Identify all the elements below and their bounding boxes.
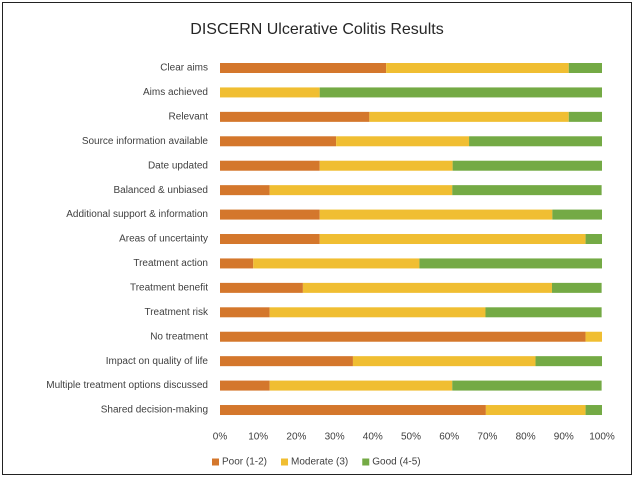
bar-segment (220, 209, 320, 220)
bar-segment (452, 185, 602, 196)
y-tick-label: Additional support & information (66, 209, 208, 220)
chart-title: DISCERN Ulcerative Colitis Results (190, 21, 443, 38)
y-tick-label: Treatment risk (144, 307, 209, 318)
legend-label: Poor (1-2) (222, 457, 267, 468)
bar-segment (319, 209, 553, 220)
bar-segment (220, 331, 586, 342)
y-tick-label: Clear aims (160, 63, 208, 74)
legend-swatch (362, 458, 370, 466)
bar-segment (319, 234, 586, 245)
bar-segment (552, 209, 602, 220)
bar-segment (585, 405, 602, 416)
bar-segment (220, 111, 370, 122)
bar-segment (419, 258, 602, 269)
bar-segment (220, 356, 353, 367)
x-tick-label: 70% (477, 432, 497, 443)
y-tick-label: Multiple treatment options discussed (46, 380, 208, 391)
legend-swatch (281, 458, 289, 466)
y-tick-label: Source information available (82, 136, 209, 147)
legend-label: Good (4-5) (372, 457, 420, 468)
bar-segment (269, 307, 486, 318)
bar-segment (302, 282, 552, 293)
bar-segment (485, 405, 586, 416)
y-tick-label: Treatment action (133, 258, 208, 269)
bar-segment (220, 185, 270, 196)
x-tick-label: 80% (516, 432, 536, 443)
x-tick-label: 90% (554, 432, 574, 443)
bar-segment (269, 185, 453, 196)
bar-segment (585, 331, 602, 342)
bar-segment (220, 234, 320, 245)
bar-segment (535, 356, 602, 367)
bar-segment (319, 160, 453, 171)
bar-segment (386, 63, 569, 73)
bar-segment (220, 258, 254, 269)
bar-segment (220, 405, 486, 416)
y-tick-label: Aims achieved (143, 87, 208, 98)
bar-segment (585, 234, 602, 245)
bar-segment (452, 160, 602, 171)
x-tick-label: 50% (401, 432, 421, 443)
bar-segment (369, 111, 569, 122)
x-tick-label: 0% (213, 432, 228, 443)
legend-swatch (212, 458, 219, 466)
legend-label: Moderate (3) (291, 457, 348, 468)
bar-segment (220, 307, 270, 318)
x-tick-label: 20% (286, 432, 306, 443)
bar-segment (336, 136, 470, 147)
x-tick-label: 10% (248, 432, 268, 443)
bar-segment (220, 282, 303, 293)
bar-segment (220, 87, 320, 98)
bar-segment (269, 380, 453, 391)
y-tick-label: Shared decision-making (101, 405, 208, 416)
y-tick-label: Treatment benefit (130, 283, 208, 294)
bar-segment (485, 307, 602, 318)
bar-segment (568, 63, 602, 73)
y-tick-label: Relevant (169, 112, 209, 123)
x-tick-label: 40% (363, 432, 383, 443)
bar-segment (253, 258, 420, 269)
bar-segment (551, 282, 602, 293)
y-tick-label: Date updated (148, 160, 208, 171)
y-tick-label: Impact on quality of life (106, 356, 209, 367)
y-tick-label: Balanced & unbiased (113, 185, 208, 196)
bar-segment (220, 160, 320, 171)
y-tick-label: No treatment (150, 331, 208, 342)
x-tick-label: 30% (325, 432, 345, 443)
bar-segment (352, 356, 536, 367)
bar-segment (220, 63, 387, 73)
x-tick-label: 100% (589, 432, 615, 443)
x-tick-label: 60% (439, 432, 459, 443)
bar-segment (220, 380, 270, 391)
y-tick-label: Areas of uncertainty (119, 234, 208, 245)
bar-segment (220, 136, 337, 147)
bar-segment (319, 87, 602, 98)
bar-segment (469, 136, 602, 147)
bar-segment (568, 111, 602, 122)
bar-segment (452, 380, 602, 391)
